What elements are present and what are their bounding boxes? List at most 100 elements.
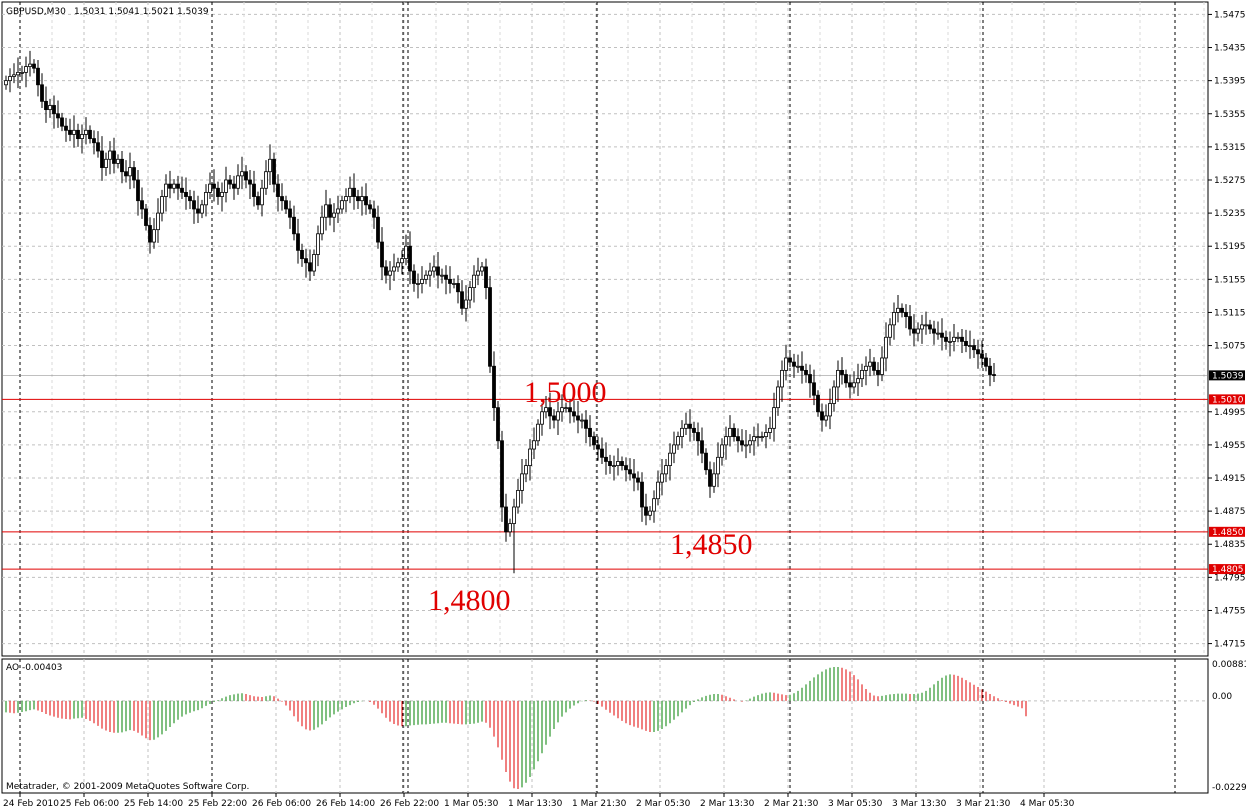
candle-body	[8, 76, 12, 82]
candle-body	[900, 307, 904, 313]
candle-body	[604, 456, 608, 462]
candle-body	[136, 179, 140, 202]
candle-body	[460, 291, 464, 309]
candle-body	[548, 407, 552, 417]
candle-body	[572, 411, 576, 417]
candle-body	[208, 183, 212, 193]
ohlc-readout: 1.5031 1.5041 1.5021 1.5039	[74, 7, 209, 17]
candle-body	[28, 63, 32, 67]
candle-body	[248, 179, 252, 185]
candle-body	[104, 158, 108, 168]
candle-body	[844, 374, 848, 384]
candle-body	[148, 225, 152, 243]
time-tick-label: 4 Mar 05:30	[1020, 799, 1075, 809]
candle-body	[452, 283, 456, 285]
indicator-pane-frame	[1, 658, 1209, 794]
candle-body	[812, 382, 816, 396]
candle-body	[16, 71, 20, 76]
price-tick-label: 1.5435	[1214, 44, 1246, 54]
copyright-text: Metatrader, © 2001-2009 MetaQuotes Softw…	[6, 782, 249, 792]
candle-body	[296, 233, 300, 251]
price-tick-label: 1.4955	[1214, 441, 1246, 451]
candle-body	[312, 254, 316, 272]
candle-body	[368, 204, 372, 210]
main-pane-frame	[1, 1, 1209, 657]
candle-body	[52, 105, 56, 115]
candle-body	[260, 187, 264, 206]
candle-body	[112, 150, 116, 164]
candle-body	[840, 369, 844, 375]
candle-body	[640, 481, 644, 508]
time-tick-label: 3 Mar 21:30	[956, 799, 1011, 809]
candle-body	[520, 473, 524, 491]
candle-body	[352, 187, 356, 197]
candle-body	[140, 200, 144, 210]
hline-tag	[1209, 526, 1245, 537]
candle-body	[420, 278, 424, 284]
candle-body	[120, 158, 124, 173]
candle-body	[396, 262, 400, 268]
candle-body	[408, 245, 412, 272]
candle-body	[416, 283, 420, 285]
price-tick-label: 1.5155	[1214, 275, 1246, 285]
horizontal-lines[interactable]: 1.5010 1.4850 1.4805 1.5039	[2, 370, 1245, 575]
candle-body	[796, 365, 800, 368]
candle-body	[596, 444, 600, 450]
candle-body	[824, 415, 828, 421]
candle-body	[988, 365, 992, 375]
candle-body	[836, 369, 840, 388]
candle-body	[888, 324, 892, 338]
candle-body	[948, 341, 952, 343]
candle-body	[68, 129, 72, 135]
candle-body	[904, 312, 908, 317]
candle-body	[132, 167, 136, 181]
candle-body	[268, 158, 272, 173]
candle-body	[652, 498, 656, 512]
candles	[4, 50, 996, 574]
candle-body	[728, 427, 732, 438]
candle-body	[336, 208, 340, 214]
candle-body	[40, 84, 44, 102]
candle-body	[468, 287, 472, 301]
candle-body	[636, 477, 640, 483]
candle-body	[364, 196, 368, 206]
candle-body	[772, 407, 776, 429]
candle-body	[660, 473, 664, 483]
candle-body	[924, 324, 928, 327]
candle-body	[320, 216, 324, 235]
candle-body	[848, 382, 852, 388]
candle-body	[712, 473, 716, 487]
candle-body	[528, 448, 532, 466]
candle-body	[360, 196, 364, 202]
candle-body	[180, 187, 184, 193]
candle-body	[384, 266, 388, 276]
ao-scale-zero: 0.00	[1212, 692, 1232, 702]
candle-body	[488, 287, 492, 367]
time-tick-label: 2 Mar 21:30	[764, 799, 819, 809]
candle-body	[788, 357, 792, 363]
candle-body	[156, 212, 160, 231]
candle-body	[216, 187, 220, 197]
candle-body	[884, 336, 888, 359]
candle-body	[476, 270, 480, 276]
candle-body	[956, 336, 960, 339]
candle-body	[756, 436, 760, 439]
candle-body	[212, 183, 216, 189]
time-tick-label: 3 Mar 13:30	[892, 799, 947, 809]
candle-body	[800, 365, 804, 371]
time-tick-label: 26 Feb 22:00	[380, 799, 439, 809]
candle-body	[244, 171, 248, 181]
candle-body	[232, 183, 236, 189]
candle-body	[224, 179, 228, 193]
candle-body	[376, 216, 380, 243]
time-axis: 24 Feb 2010 25 Feb 06:00 25 Feb 14:00 25 Fe…	[3, 793, 1075, 809]
candle-body	[64, 125, 68, 131]
candle-body	[324, 204, 328, 218]
candle-body	[508, 523, 512, 533]
candle-body	[860, 369, 864, 380]
candle-body	[624, 465, 628, 471]
hline-tag	[1209, 564, 1245, 575]
candle-body	[876, 369, 880, 375]
